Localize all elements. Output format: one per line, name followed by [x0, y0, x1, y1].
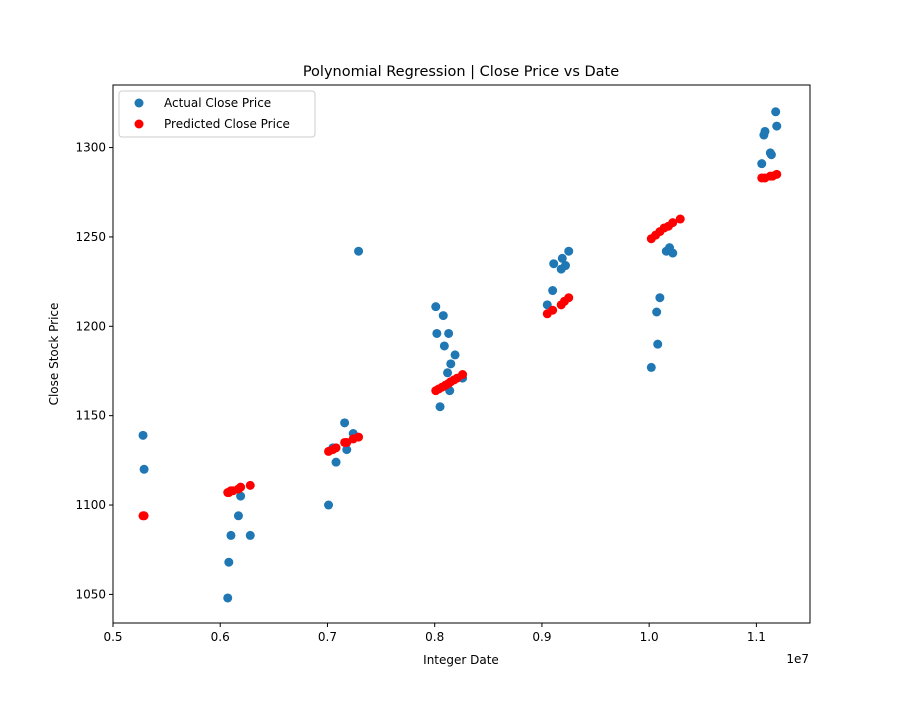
actual-close-pricepoint — [245, 530, 255, 540]
actual-close-pricepoint — [431, 302, 441, 312]
actual-close-pricepoint — [548, 286, 558, 296]
y-tick-label: 1150 — [75, 409, 106, 423]
legend-marker — [134, 98, 144, 108]
y-tick-label: 1100 — [75, 498, 106, 512]
y-tick-label: 1200 — [75, 319, 106, 333]
legend-label: Actual Close Price — [164, 96, 271, 110]
actual-close-pricepoint — [772, 121, 782, 131]
actual-close-pricepoint — [138, 430, 148, 440]
actual-close-pricepoint — [444, 328, 454, 338]
x-axis-label: Integer Date — [423, 653, 499, 667]
actual-close-pricepoint — [450, 350, 460, 360]
actual-close-pricepoint — [561, 261, 571, 271]
actual-close-pricepoint — [226, 530, 236, 540]
actual-close-pricepoint — [439, 341, 449, 351]
plot-area: 0.5 0.6 0.7 0.8 0.9 1.0 1.1 1050 1100 1150 1200 125… — [75, 84, 811, 644]
predicted-close-pricepoint — [675, 214, 685, 224]
x-axis-offset-label: 1e7 — [786, 652, 809, 666]
predicted-close-pricepoint — [772, 169, 782, 179]
actual-close-pricepoint — [446, 359, 456, 369]
actual-close-pricepoint — [760, 126, 770, 136]
legend: Actual Close Price Predicted Close Price — [118, 90, 316, 138]
predicted-close-pricepoint — [139, 511, 149, 521]
actual-close-pricepoint — [331, 457, 341, 467]
actual-close-pricepoint — [557, 253, 567, 263]
legend-marker — [134, 119, 144, 129]
y-axis-label: Close Stock Price — [47, 303, 61, 406]
y-tick-label: 1250 — [75, 230, 106, 244]
actual-close-pricepoint — [766, 150, 776, 160]
actual-close-pricepoint — [549, 259, 559, 269]
actual-close-pricepoint — [340, 418, 350, 428]
legend-label: Predicted Close Price — [164, 117, 290, 131]
actual-close-pricepoint — [342, 445, 352, 455]
actual-close-pricepoint — [236, 491, 246, 501]
legend-box — [118, 90, 316, 138]
actual-close-pricepoint — [233, 511, 243, 521]
predicted-close-pricepoint — [458, 370, 468, 380]
y-tick-label: 1050 — [75, 587, 106, 601]
actual-close-pricepoint — [139, 464, 149, 474]
actual-close-pricepoint — [354, 246, 364, 256]
actual-close-pricepoint — [324, 500, 334, 510]
actual-close-pricepoint — [435, 402, 445, 412]
axes-frame — [112, 84, 811, 624]
predicted-close-pricepoint — [236, 482, 246, 492]
actual-close-pricepoint — [564, 246, 574, 256]
actual-close-pricepoint — [655, 293, 665, 303]
predicted-close-pricepoint — [354, 432, 364, 442]
predicted-close-pricepoint — [564, 293, 574, 303]
x-tick-label: 0.8 — [425, 630, 444, 644]
predicted-close-pricepoint — [668, 218, 678, 228]
predicted-close-pricepoint — [245, 480, 255, 490]
actual-close-pricepoint — [668, 248, 678, 258]
actual-close-pricepoint — [646, 362, 656, 372]
actual-close-pricepoint — [432, 328, 442, 338]
actual-close-pricepoint — [443, 368, 453, 378]
x-tick-label: 0.5 — [103, 630, 122, 644]
actual-close-pricepoint — [652, 307, 662, 317]
predicted-close-pricepoint — [331, 443, 341, 453]
chart-title: Polynomial Regression | Close Price vs D… — [303, 64, 619, 80]
actual-close-pricepoint — [438, 311, 448, 321]
actual-close-pricepoint — [757, 159, 767, 169]
actual-close-pricepoint — [223, 593, 233, 603]
actual-close-pricepoint — [771, 107, 781, 117]
x-tick-label: 1.1 — [747, 630, 766, 644]
x-tick-label: 1.0 — [640, 630, 659, 644]
x-tick-label: 0.7 — [318, 630, 337, 644]
x-tick-label: 0.6 — [211, 630, 230, 644]
predicted-close-pricepoint — [548, 305, 558, 315]
x-tick-label: 0.9 — [532, 630, 551, 644]
actual-close-pricepoint — [224, 557, 234, 567]
y-tick-label: 1300 — [75, 141, 106, 155]
actual-close-pricepoint — [653, 339, 663, 349]
